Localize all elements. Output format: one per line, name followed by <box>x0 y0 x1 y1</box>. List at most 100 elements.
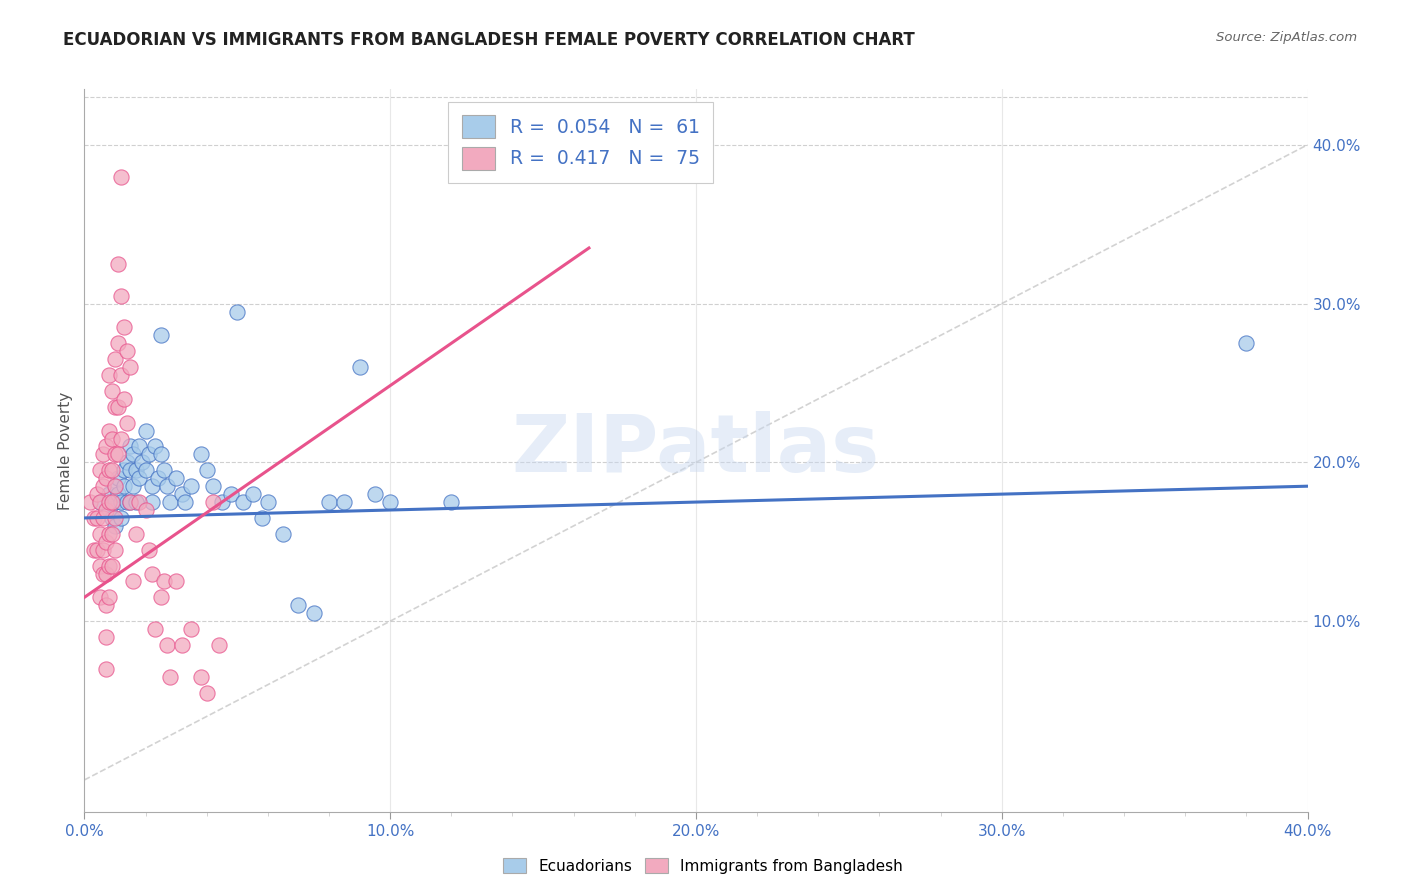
Point <box>89 526 111 541</box>
Point <box>110 495 132 509</box>
Point <box>97 558 120 573</box>
Point <box>232 495 254 509</box>
Point <box>107 257 129 271</box>
Point <box>146 471 169 485</box>
Point <box>104 447 127 461</box>
Point <box>172 638 194 652</box>
Point <box>190 670 212 684</box>
Point <box>94 440 117 454</box>
Point <box>208 638 231 652</box>
Point <box>104 542 127 557</box>
Point <box>135 503 157 517</box>
Point <box>112 479 135 493</box>
Point <box>180 622 202 636</box>
Point <box>94 566 117 581</box>
Point <box>125 495 148 509</box>
Point <box>112 463 135 477</box>
Point <box>122 479 145 493</box>
Point <box>94 599 117 613</box>
Point <box>195 685 218 699</box>
Point <box>86 487 108 501</box>
Y-axis label: Female Poverty: Female Poverty <box>58 392 73 509</box>
Legend: Ecuadorians, Immigrants from Bangladesh: Ecuadorians, Immigrants from Bangladesh <box>498 852 908 880</box>
Point <box>83 511 105 525</box>
Point <box>110 288 132 302</box>
Point <box>86 511 108 525</box>
Point <box>120 440 142 454</box>
Point <box>120 495 142 509</box>
Text: Source: ZipAtlas.com: Source: ZipAtlas.com <box>1216 31 1357 45</box>
Point <box>101 558 124 573</box>
Point <box>159 670 181 684</box>
Point <box>180 479 202 493</box>
Point <box>250 511 273 525</box>
Point <box>364 487 387 501</box>
Point <box>101 384 124 398</box>
Point <box>104 479 127 493</box>
Point <box>101 432 124 446</box>
Point <box>201 495 224 509</box>
Legend: R =  0.054   N =  61, R =  0.417   N =  75: R = 0.054 N = 61, R = 0.417 N = 75 <box>449 103 713 183</box>
Point <box>141 495 163 509</box>
Point <box>149 328 172 343</box>
Point <box>115 455 138 469</box>
Point <box>172 487 194 501</box>
Point <box>143 622 166 636</box>
Point <box>211 495 233 509</box>
Point <box>120 495 142 509</box>
Point <box>97 368 120 382</box>
Text: ECUADORIAN VS IMMIGRANTS FROM BANGLADESH FEMALE POVERTY CORRELATION CHART: ECUADORIAN VS IMMIGRANTS FROM BANGLADESH… <box>63 31 915 49</box>
Point <box>91 511 114 525</box>
Point <box>107 447 129 461</box>
Point <box>125 463 148 477</box>
Point <box>122 447 145 461</box>
Point <box>89 495 111 509</box>
Text: ZIPatlas: ZIPatlas <box>512 411 880 490</box>
Point <box>257 495 280 509</box>
Point <box>128 495 150 509</box>
Point <box>128 471 150 485</box>
Point <box>349 360 371 375</box>
Point <box>97 463 120 477</box>
Point <box>97 424 120 438</box>
Point <box>120 360 142 375</box>
Point <box>141 479 163 493</box>
Point <box>101 463 124 477</box>
Point <box>115 344 138 359</box>
Point <box>149 447 172 461</box>
Point <box>143 440 166 454</box>
Point <box>201 479 224 493</box>
Point <box>107 487 129 501</box>
Point <box>159 495 181 509</box>
Point <box>112 320 135 334</box>
Point <box>91 542 114 557</box>
Point <box>1236 336 1258 351</box>
Point <box>89 558 111 573</box>
Point <box>89 495 111 509</box>
Point <box>122 574 145 589</box>
Point <box>219 487 242 501</box>
Point <box>101 526 124 541</box>
Point <box>91 479 114 493</box>
Point <box>174 495 197 509</box>
Point <box>135 463 157 477</box>
Point <box>138 542 160 557</box>
Point <box>318 495 340 509</box>
Point <box>120 463 142 477</box>
Point <box>104 519 127 533</box>
Point <box>156 479 179 493</box>
Point <box>149 591 172 605</box>
Point <box>141 566 163 581</box>
Point <box>107 336 129 351</box>
Point <box>440 495 463 509</box>
Point <box>287 599 309 613</box>
Point <box>91 447 114 461</box>
Point <box>302 606 325 620</box>
Point <box>110 169 132 184</box>
Point <box>380 495 402 509</box>
Point <box>131 455 153 469</box>
Point <box>104 495 127 509</box>
Point <box>79 495 101 509</box>
Point <box>94 662 117 676</box>
Point <box>97 591 120 605</box>
